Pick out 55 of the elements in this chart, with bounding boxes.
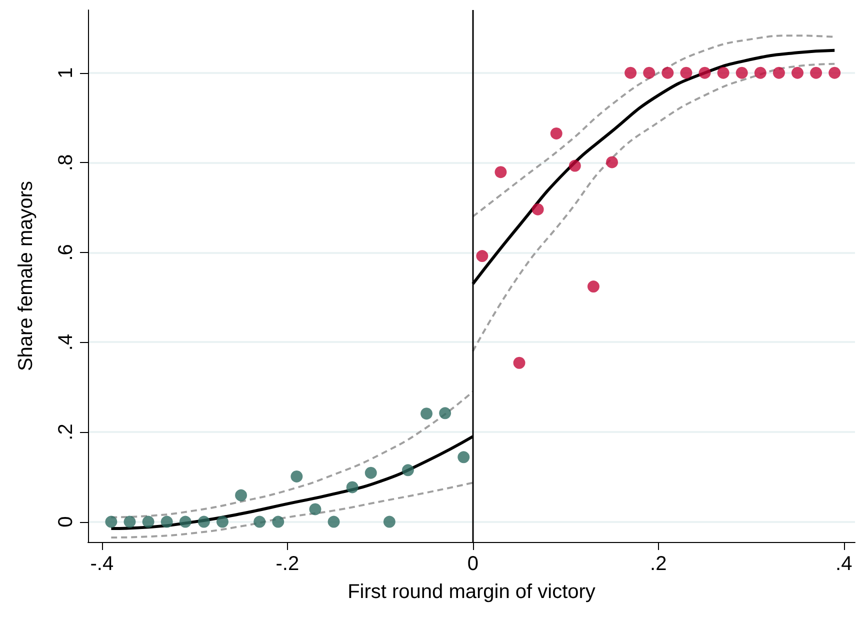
y-tick-label: .8 bbox=[55, 154, 77, 171]
point bbox=[494, 166, 507, 178]
point bbox=[513, 356, 526, 369]
point bbox=[643, 66, 656, 79]
point bbox=[736, 66, 748, 79]
point bbox=[439, 407, 452, 420]
x-tick-label: 0 bbox=[467, 553, 478, 575]
point bbox=[698, 66, 711, 79]
x-axis-title: First round margin of victory bbox=[348, 581, 596, 603]
point bbox=[346, 481, 358, 494]
y-tick-label: 0 bbox=[55, 516, 77, 528]
point bbox=[290, 470, 303, 482]
point bbox=[179, 516, 192, 528]
point bbox=[624, 66, 637, 79]
point bbox=[680, 66, 692, 79]
point bbox=[105, 516, 118, 528]
x-tick-label: -.4 bbox=[90, 553, 114, 575]
point bbox=[550, 127, 562, 140]
point bbox=[216, 516, 228, 528]
point bbox=[142, 516, 154, 528]
point bbox=[662, 66, 674, 79]
point bbox=[272, 516, 284, 528]
point bbox=[532, 203, 544, 216]
point bbox=[235, 489, 248, 502]
point bbox=[364, 466, 377, 479]
point bbox=[383, 516, 396, 528]
point bbox=[587, 280, 600, 293]
point bbox=[254, 516, 266, 528]
point bbox=[606, 156, 618, 168]
point bbox=[458, 451, 470, 464]
point bbox=[792, 66, 804, 79]
point bbox=[160, 516, 173, 528]
point bbox=[568, 160, 581, 172]
y-tick-label: .2 bbox=[55, 424, 77, 440]
x-tick-label: -.2 bbox=[276, 553, 300, 575]
point bbox=[476, 250, 488, 262]
y-axis-title: Share female mayors bbox=[15, 180, 37, 372]
y-tick-label: .6 bbox=[55, 244, 77, 261]
y-tick-label: 1 bbox=[55, 67, 77, 78]
point bbox=[828, 66, 841, 79]
x-tick-label: .2 bbox=[650, 553, 667, 575]
point bbox=[772, 66, 785, 79]
point bbox=[198, 516, 210, 528]
point bbox=[420, 408, 433, 420]
point bbox=[124, 516, 136, 528]
point bbox=[810, 66, 822, 79]
point bbox=[309, 503, 322, 516]
point bbox=[754, 66, 766, 79]
y-tick-label: .4 bbox=[55, 334, 77, 351]
x-tick-label: .4 bbox=[836, 553, 852, 575]
line-series bbox=[472, 62, 836, 352]
line-series bbox=[110, 482, 474, 539]
point bbox=[402, 464, 414, 476]
point bbox=[717, 66, 730, 79]
point bbox=[328, 516, 340, 528]
